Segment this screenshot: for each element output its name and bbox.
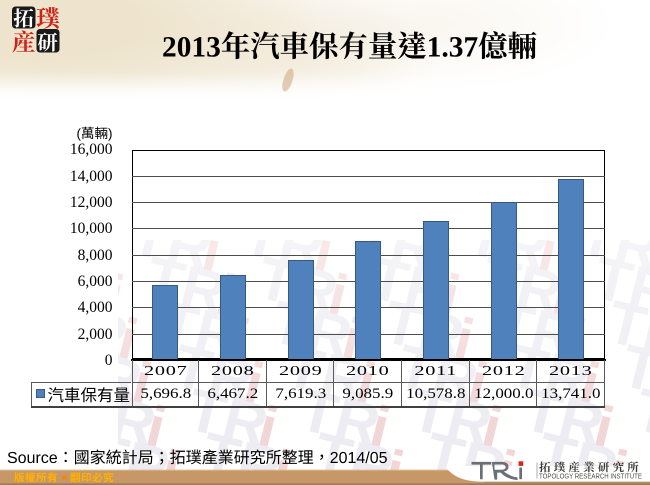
svg-text:i: i [294,173,326,242]
svg-text:i: i [518,173,550,242]
svg-text:i: i [182,173,214,242]
svg-text:i: i [406,173,438,242]
svg-text:TOPOLOGY RESEARCH INSTITUTE: TOPOLOGY RESEARCH INSTITUTE [539,472,642,481]
